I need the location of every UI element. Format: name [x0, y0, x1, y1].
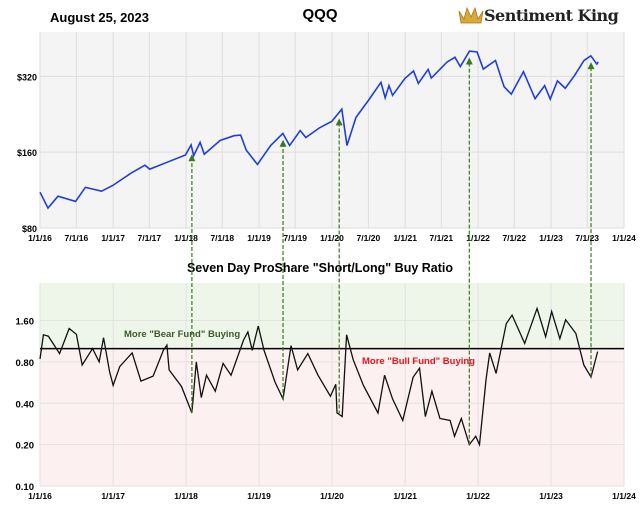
price-x-tick-label: 7/1/20 — [357, 233, 381, 243]
sentiment-king-logo: Sentiment King — [458, 5, 619, 25]
ratio-y-tick-label: 0.80 — [16, 358, 35, 369]
ratio-x-tick-label: 1/1/22 — [466, 491, 490, 501]
price-y-tick-label: $160 — [17, 148, 37, 158]
bull-fund-label: More "Bull Fund" Buying — [362, 356, 475, 367]
logo-text: Sentiment King — [484, 5, 619, 25]
chart-date: August 25, 2023 — [50, 10, 149, 25]
price-x-tick-label: 1/1/23 — [539, 233, 563, 243]
ratio-x-tick-label: 1/1/19 — [247, 491, 271, 501]
price-x-tick-label: 7/1/22 — [502, 233, 526, 243]
qqq-price-line — [39, 50, 599, 210]
ratio-x-tick-label: 1/1/24 — [612, 491, 636, 501]
price-x-tick-label: 7/1/23 — [575, 233, 599, 243]
price-x-tick-label: 7/1/16 — [65, 233, 89, 243]
signal-arrowhead-icon — [188, 154, 196, 162]
chart-title: QQQ — [302, 6, 338, 23]
price-x-tick-label: 1/1/21 — [393, 233, 417, 243]
ratio-chart-title: Seven Day ProShare "Short/Long" Buy Rati… — [186, 261, 454, 275]
ratio-line — [39, 306, 599, 448]
ratio-y-tick-label: 1.60 — [16, 317, 35, 328]
signal-arrowhead-icon — [465, 57, 473, 65]
ratio-x-tick-label: 1/1/20 — [320, 491, 344, 501]
price-x-tick-label: 7/1/18 — [210, 233, 234, 243]
price-x-tick-label: 1/1/24 — [612, 233, 636, 243]
ratio-y-tick-label: 0.20 — [16, 441, 35, 452]
signal-arrowhead-icon — [279, 139, 287, 147]
price-y-tick-label: $80 — [22, 224, 37, 234]
price-y-tick-label: $320 — [17, 72, 37, 82]
price-x-tick-label: 7/1/19 — [283, 233, 307, 243]
signal-arrowhead-icon — [335, 118, 343, 126]
price-x-tick-label: 7/1/21 — [430, 233, 454, 243]
crown-icon — [458, 6, 484, 24]
price-x-tick-label: 1/1/17 — [101, 233, 125, 243]
price-x-tick-label: 7/1/17 — [138, 233, 162, 243]
ratio-x-tick-label: 1/1/17 — [101, 491, 125, 501]
ratio-y-tick-label: 0.10 — [16, 482, 35, 493]
bear-fund-label: More "Bear Fund" Buying — [124, 329, 240, 340]
ratio-x-tick-label: 1/1/23 — [539, 491, 563, 501]
ratio-x-tick-label: 1/1/18 — [174, 491, 198, 501]
ratio-y-tick-label: 0.40 — [16, 399, 35, 410]
price-x-tick-label: 1/1/20 — [320, 233, 344, 243]
price-x-tick-label: 1/1/16 — [28, 233, 52, 243]
ratio-x-tick-label: 1/1/16 — [28, 491, 52, 501]
price-x-tick-label: 1/1/22 — [466, 233, 490, 243]
price-x-tick-label: 1/1/18 — [174, 233, 198, 243]
signal-arrowhead-icon — [587, 62, 595, 70]
ratio-x-tick-label: 1/1/21 — [393, 491, 417, 501]
price-x-tick-label: 1/1/19 — [247, 233, 271, 243]
